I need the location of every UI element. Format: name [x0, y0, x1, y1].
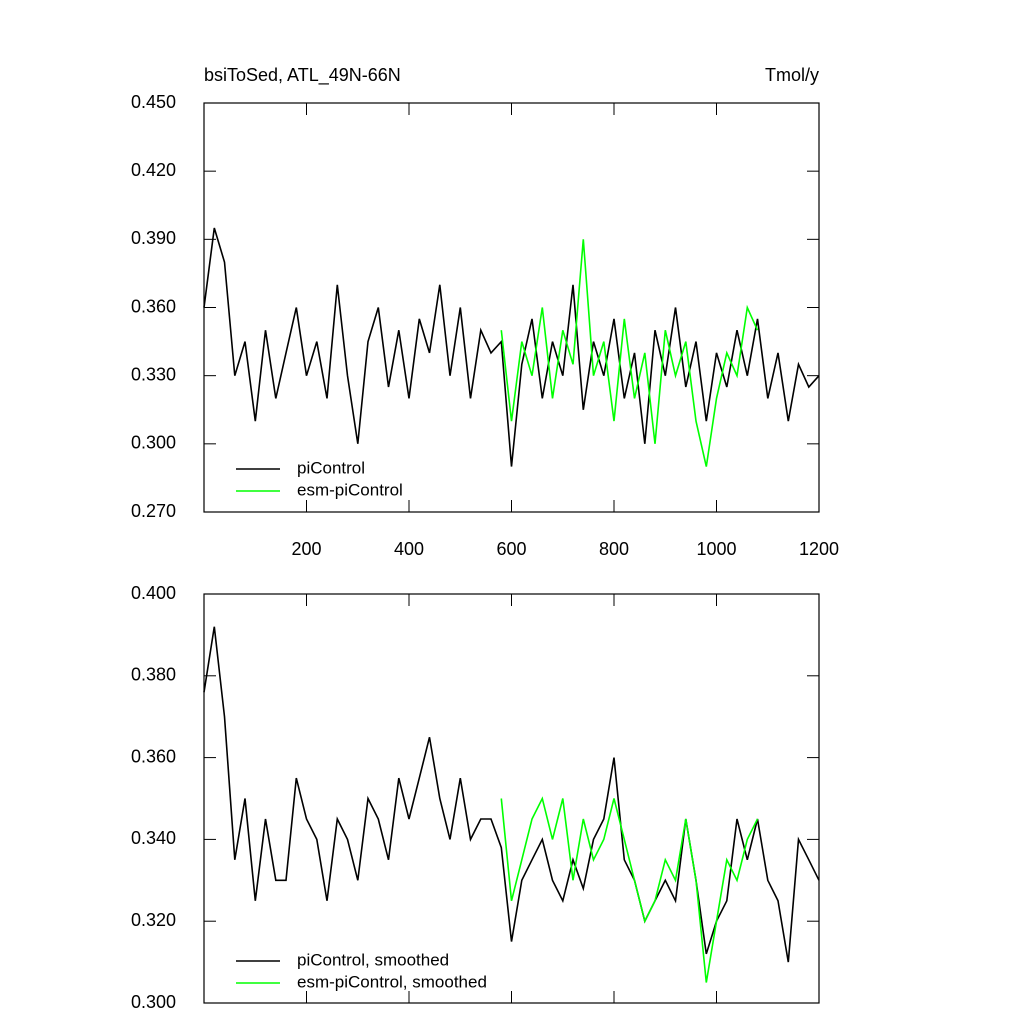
chart-title: bsiToSed, ATL_49N-66N — [204, 65, 401, 86]
x-tick-label: 200 — [291, 539, 321, 559]
legend-label: esm-piControl, smoothed — [297, 972, 487, 991]
x-tick-label: 800 — [599, 539, 629, 559]
y-tick-label: 0.360 — [131, 296, 176, 316]
data-line — [500, 239, 759, 467]
units-label: Tmol/y — [765, 65, 819, 85]
y-tick-label: 0.450 — [131, 92, 176, 112]
y-tick-label: 0.340 — [131, 828, 176, 848]
data-line — [203, 227, 820, 467]
y-tick-label: 0.420 — [131, 160, 176, 180]
y-tick-label: 0.320 — [131, 910, 176, 930]
legend-label: esm-piControl — [297, 480, 403, 499]
y-tick-label: 0.330 — [131, 364, 176, 384]
y-tick-label: 0.300 — [131, 992, 176, 1012]
y-tick-label: 0.300 — [131, 433, 176, 453]
y-tick-label: 0.360 — [131, 746, 176, 766]
y-tick-label: 0.270 — [131, 501, 176, 521]
y-tick-label: 0.390 — [131, 228, 176, 248]
x-tick-label: 400 — [394, 539, 424, 559]
legend-label: piControl, smoothed — [297, 950, 449, 969]
data-line — [500, 796, 759, 983]
data-line — [203, 626, 820, 963]
x-tick-label: 600 — [496, 539, 526, 559]
y-tick-label: 0.380 — [131, 665, 176, 685]
legend-label: piControl — [297, 458, 365, 477]
x-tick-label: 1200 — [799, 539, 839, 559]
y-tick-label: 0.400 — [131, 583, 176, 603]
x-tick-label: 1000 — [696, 539, 736, 559]
